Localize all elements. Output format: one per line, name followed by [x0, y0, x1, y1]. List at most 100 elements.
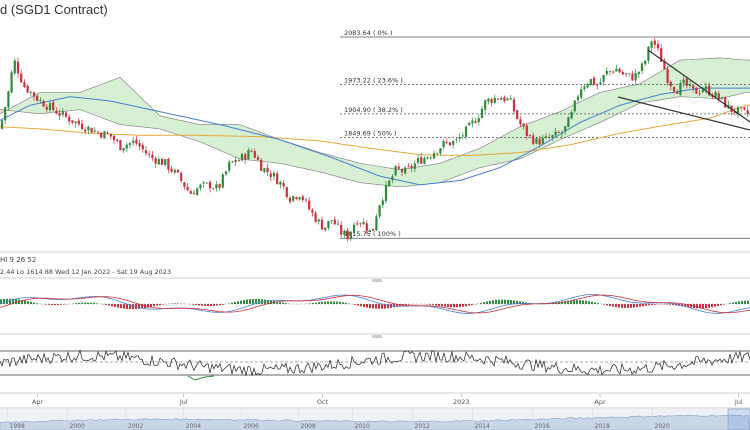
candle-up	[506, 98, 509, 101]
time-label: Apr	[594, 398, 606, 406]
candle-up	[637, 71, 640, 75]
candle-up	[29, 91, 32, 93]
macd-histogram-bar	[246, 299, 248, 304]
cloud-segment	[738, 59, 741, 95]
cloud-segment	[528, 122, 531, 156]
candle-down	[58, 113, 61, 116]
cloud-segment	[270, 135, 273, 163]
candle-up	[298, 197, 301, 200]
cloud-segment	[225, 124, 228, 154]
candle-down	[90, 127, 93, 133]
candle-up	[605, 70, 608, 75]
cloud-segment	[591, 95, 594, 127]
macd-histogram-bar	[495, 299, 497, 304]
navigator-year-label: 2012	[415, 423, 430, 430]
candle-down	[448, 142, 452, 146]
cloud-segment	[450, 158, 453, 179]
macd-histogram-bar	[435, 304, 437, 306]
macd-histogram-bar	[15, 299, 17, 304]
cloud-segment	[417, 166, 420, 186]
cloud-segment	[336, 156, 339, 178]
cloud-segment	[231, 124, 234, 157]
cloud-segment	[57, 92, 60, 113]
macd-signal-line	[0, 294, 750, 314]
macd-histogram-bar	[396, 304, 398, 307]
macd-histogram-bar	[375, 304, 377, 309]
macd-histogram-bar	[282, 302, 284, 304]
macd-histogram-bar	[321, 301, 323, 304]
macd-histogram-bar	[348, 303, 350, 304]
cloud-segment	[243, 125, 246, 160]
cloud-segment	[615, 88, 618, 116]
macd-histogram-bar	[735, 301, 737, 304]
cloud-segment	[654, 73, 657, 101]
panel-resize-handle[interactable]	[372, 279, 382, 282]
cloud-segment	[357, 162, 360, 183]
cloud-segment	[495, 138, 498, 165]
macd-histogram-bar	[636, 304, 638, 308]
candle-up	[247, 150, 250, 160]
macd-histogram-bar	[30, 301, 32, 304]
rsi-line	[0, 349, 750, 376]
cloud-segment	[147, 103, 150, 128]
macd-histogram-bar	[324, 301, 326, 304]
candle-up	[74, 121, 77, 123]
macd-histogram-bar	[192, 304, 194, 305]
cloud-segment	[345, 159, 348, 180]
macd-line	[0, 294, 750, 314]
candle-up	[343, 230, 346, 235]
candle-down	[512, 99, 516, 112]
macd-histogram-bar	[207, 304, 209, 307]
cloud-segment	[174, 119, 177, 135]
macd-histogram-bar	[489, 300, 491, 304]
candle-up	[93, 130, 96, 132]
candle-up	[576, 96, 580, 101]
candle-down	[45, 106, 48, 110]
candle-up	[580, 89, 583, 98]
candle-down	[112, 135, 116, 141]
macd-histogram-bar	[339, 301, 341, 304]
macd-histogram-bar	[654, 304, 656, 305]
macd-histogram-bar	[501, 299, 503, 304]
candle-down	[276, 173, 279, 185]
macd-histogram-bar	[21, 299, 23, 304]
cloud-segment	[402, 168, 405, 187]
candle-down	[119, 140, 122, 150]
macd-histogram-bar	[156, 304, 158, 306]
macd-histogram-bar	[330, 301, 332, 304]
macd-histogram-bar	[213, 304, 215, 306]
candle-down	[144, 150, 148, 154]
candle-up	[368, 230, 372, 232]
cloud-segment	[585, 98, 588, 129]
candle-up	[477, 118, 480, 123]
macd-histogram-bar	[594, 302, 596, 304]
cloud-segment	[465, 152, 468, 174]
macd-histogram-bar	[741, 300, 743, 304]
macd-histogram-bar	[672, 304, 674, 306]
panel-resize-handle[interactable]	[372, 335, 382, 338]
cloud-segment	[426, 165, 429, 185]
macd-histogram-bar	[486, 301, 488, 304]
macd-histogram-bar	[231, 302, 233, 304]
candle-up	[493, 97, 496, 103]
macd-histogram-bar	[744, 300, 746, 304]
candle-down	[234, 160, 237, 163]
candle-down	[592, 77, 596, 85]
macd-histogram-bar	[195, 304, 197, 306]
cloud-segment	[285, 141, 288, 166]
cloud-segment	[453, 157, 456, 178]
candle-down	[301, 196, 304, 200]
cloud-segment	[480, 146, 483, 168]
cloud-segment	[63, 92, 66, 112]
candle-down	[522, 123, 525, 127]
macd-histogram-bar	[360, 304, 362, 307]
macd-histogram-bar	[126, 304, 128, 309]
candle-down	[138, 143, 141, 147]
cloud-segment	[75, 92, 78, 111]
candle-up	[231, 161, 234, 163]
cloud-segment	[474, 149, 477, 170]
navigator: 1998 2000 2002 2004 2006 2008 2010 2012 2014 2016…	[0, 408, 750, 430]
macd-histogram-bar	[177, 303, 179, 304]
candle-up	[468, 122, 471, 126]
